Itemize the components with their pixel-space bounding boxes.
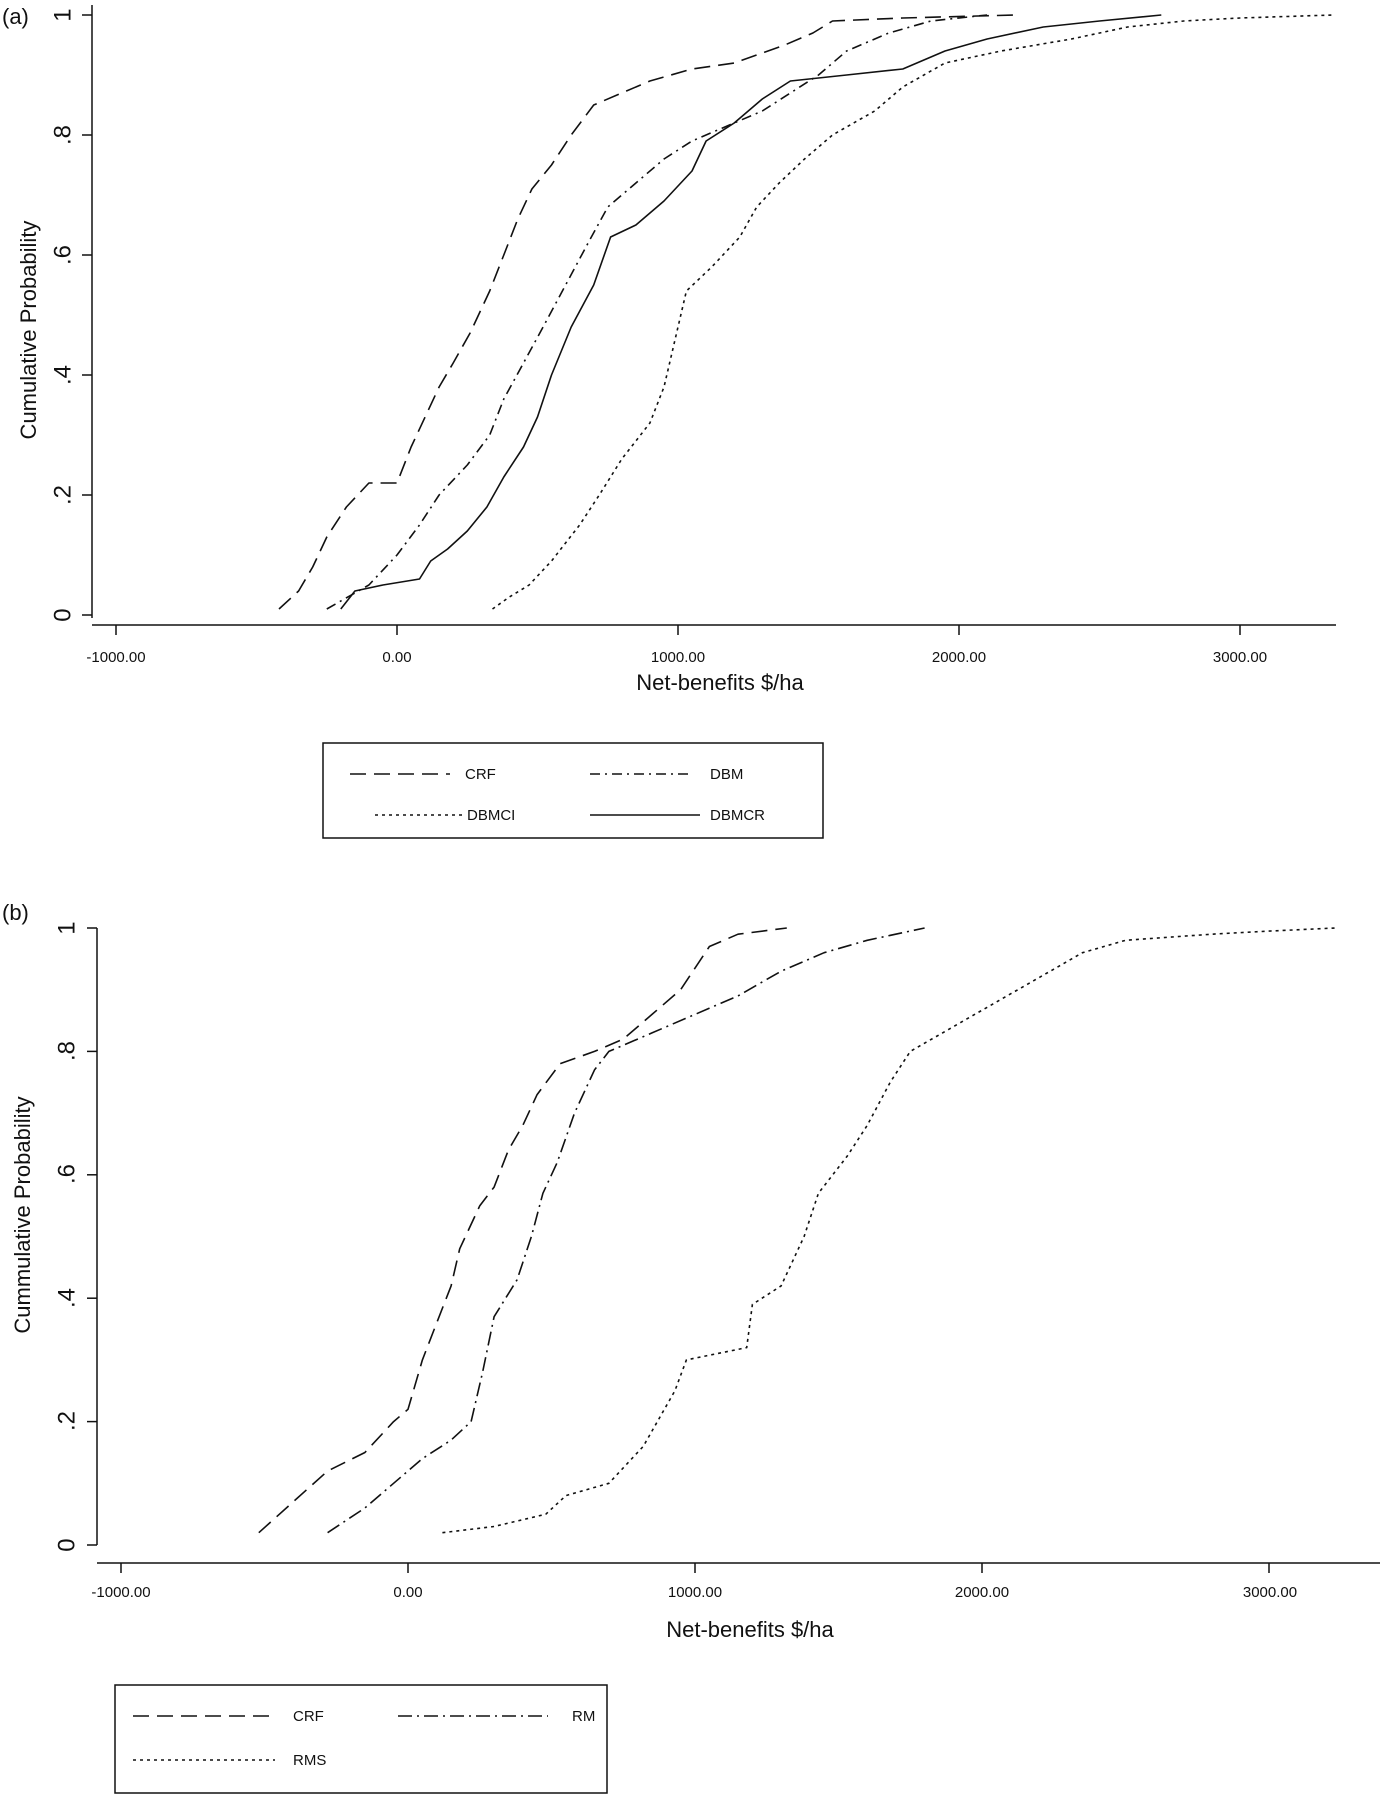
panel-b-xtick-label: 3000.00 (1243, 1584, 1297, 1601)
panel-b-ytick-label: 0 (53, 1538, 80, 1551)
panel-a-ytick-label: .2 (49, 485, 76, 505)
panel-a-series (278, 14, 1333, 610)
series-line-dbmcr (340, 14, 1162, 610)
series-line-rm (327, 927, 925, 1534)
panel-a-ytick-label: .8 (49, 125, 76, 145)
panel-b-legend: CRF RM RMS (114, 1684, 608, 1794)
panel-b-xtick-label: 1000.00 (668, 1584, 722, 1601)
panel-a-xtick-label: 1000.00 (651, 649, 705, 666)
panel-a-tag: (a) (2, 4, 29, 29)
panel-a-y-axis-title: Cumulative Probability (16, 221, 41, 440)
panel-b-ytick-label: .6 (53, 1164, 80, 1184)
panel-b-y-axis-title: Cummulative Probability (10, 1096, 35, 1333)
series-line-crf (258, 927, 787, 1534)
panel-b-xtick-label: -1000.00 (91, 1584, 150, 1601)
panel-a-x-axis-title: Net-benefits $/ha (636, 670, 804, 695)
panel-b-ytick-label: .8 (53, 1041, 80, 1061)
panel-b-ytick-label: .4 (53, 1288, 80, 1308)
panel-a-xtick-label: 3000.00 (1213, 649, 1267, 666)
legend-label-dbm: DBM (710, 766, 743, 783)
panel-b-tag: (b) (2, 900, 29, 925)
panel-a-ytick-label: .4 (49, 365, 76, 385)
panel-b: (b) -1000.00 0.00 1000.00 2000.00 3000.0… (2, 900, 1380, 1794)
panel-b-xtick-label: 0.00 (393, 1584, 422, 1601)
panel-a-ytick-label: 0 (49, 608, 76, 621)
series-line-rms (442, 927, 1336, 1534)
panel-a-x-ticks (115, 625, 1241, 635)
panel-a-xtick-label: 2000.00 (932, 649, 986, 666)
series-line-dbmci (492, 14, 1333, 610)
panel-b-x-axis-title: Net-benefits $/ha (666, 1617, 834, 1642)
panel-a-legend: CRF DBM DBMCI DBMCR (322, 742, 824, 839)
panel-a-legend-box (322, 742, 824, 839)
legend-label-dbmcr: DBMCR (710, 807, 765, 824)
panel-a-y-ticks (82, 14, 92, 616)
panel-a: (a) -1000.00 0.00 1000.00 2000.00 3000.0… (2, 4, 1336, 839)
panel-b-ytick-label: .2 (53, 1411, 80, 1431)
legend-label-crf: CRF (465, 766, 496, 783)
panel-b-series (258, 927, 1336, 1534)
panel-b-y-ticks (87, 927, 97, 1546)
panel-a-xtick-label: -1000.00 (86, 649, 145, 666)
legend-label-dbmci: DBMCI (467, 807, 515, 824)
series-line-dbm (326, 14, 988, 610)
legend-label-rms: RMS (293, 1752, 326, 1769)
panel-b-xtick-label: 2000.00 (955, 1584, 1009, 1601)
panel-b-legend-box (114, 1684, 608, 1794)
panel-a-xtick-label: 0.00 (382, 649, 411, 666)
panel-b-x-ticks (120, 1563, 1270, 1573)
legend-label-crf: CRF (293, 1708, 324, 1725)
panel-a-ytick-label: .6 (49, 245, 76, 265)
panel-b-ytick-label: 1 (53, 921, 80, 934)
panel-a-ytick-label: 1 (49, 8, 76, 21)
legend-label-rm: RM (572, 1708, 595, 1725)
series-line-crf (278, 14, 1016, 610)
